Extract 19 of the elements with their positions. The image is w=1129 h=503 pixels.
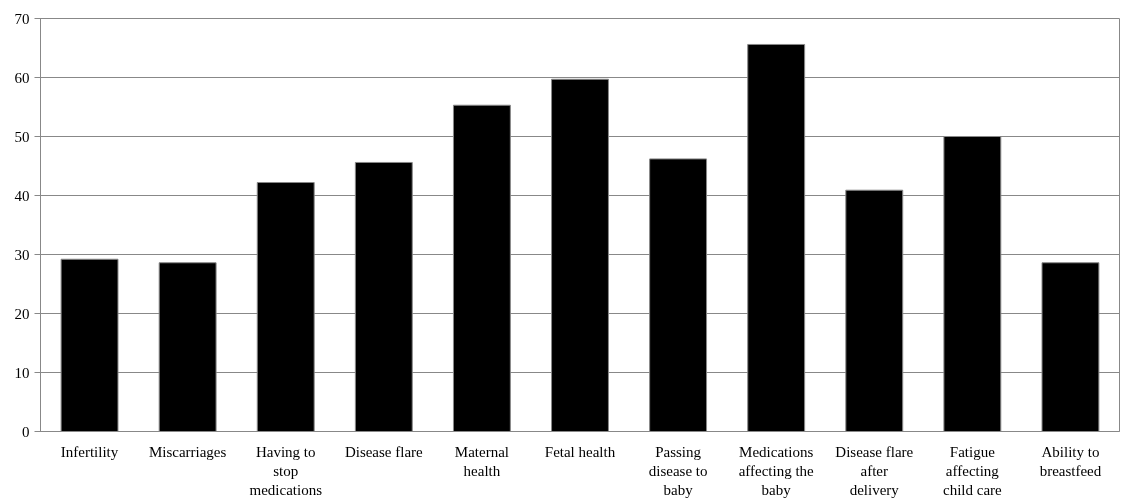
x-tick-label: Medications affecting the baby (738, 443, 815, 498)
x-tick-label: Fatigue affecting child care (943, 443, 1003, 498)
x-tick-label: Passing disease to baby (648, 443, 708, 498)
x-tick-label: Miscarriages (148, 443, 227, 460)
y-tick-label: 60 (14, 69, 30, 86)
x-tick-label: Having to stop medications (249, 443, 323, 498)
y-tick-label: 0 (22, 423, 30, 440)
x-tick-label: Fetal health (544, 443, 616, 460)
y-tick-label: 10 (14, 364, 30, 381)
y-tick-label: 20 (14, 305, 30, 322)
y-tick-label: 30 (14, 246, 30, 263)
x-tick-label: Disease flare (344, 443, 424, 460)
x-tick-label: Ability to breastfeed (1039, 443, 1102, 479)
x-tick-label: Disease flare after delivery (835, 443, 914, 498)
y-tick-label: 50 (14, 128, 30, 145)
x-tick-label: Maternal health (454, 443, 509, 479)
y-tick-label: 70 (14, 10, 30, 27)
x-tick-label: Infertility (60, 443, 119, 460)
y-tick-label: 40 (14, 187, 30, 204)
